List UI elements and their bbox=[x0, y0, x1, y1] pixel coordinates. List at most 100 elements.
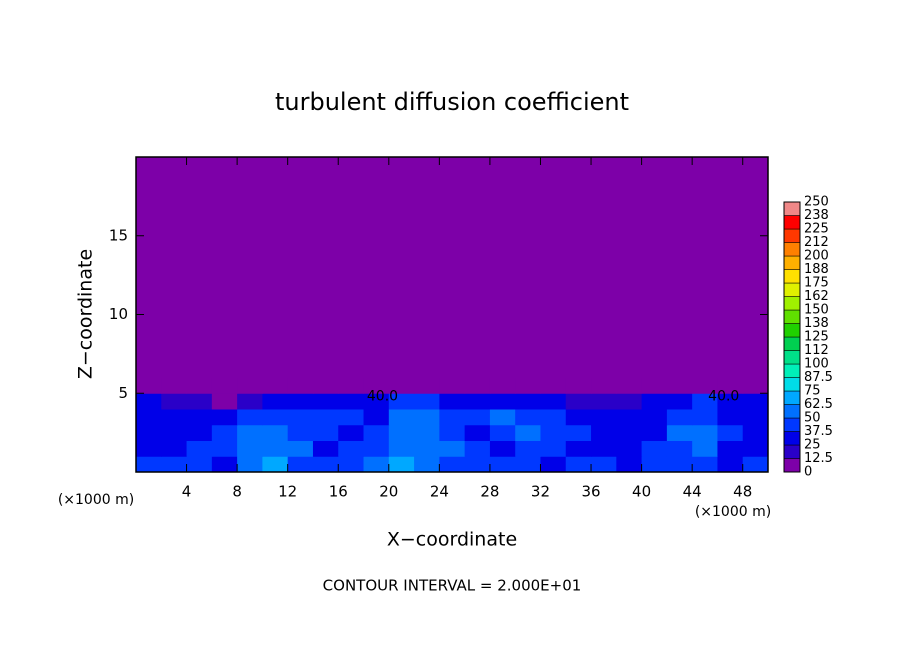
x-tick-label: 28 bbox=[480, 483, 499, 501]
colorbar-label: 250 bbox=[804, 195, 829, 210]
field-cell bbox=[515, 393, 541, 410]
field-cell bbox=[565, 393, 592, 410]
colorbar-band bbox=[783, 350, 801, 365]
field-cell bbox=[439, 440, 466, 457]
field-cell bbox=[211, 393, 238, 410]
field-cell bbox=[717, 456, 744, 473]
colorbar-label: 212 bbox=[804, 235, 829, 250]
y-axis-label: Z−coordinate bbox=[75, 249, 97, 379]
colorbar-label: 200 bbox=[804, 249, 829, 264]
x-tick-label: 40 bbox=[632, 483, 651, 501]
x-tick-label: 16 bbox=[329, 483, 348, 501]
field-cell bbox=[717, 393, 744, 410]
field-cell bbox=[489, 377, 516, 394]
x-tick-label: 24 bbox=[430, 483, 449, 501]
colorbar-label: 0 bbox=[804, 465, 812, 480]
field-cell bbox=[591, 440, 617, 457]
field-cell bbox=[641, 424, 668, 441]
colorbar-label: 188 bbox=[804, 262, 829, 277]
field-cell bbox=[692, 393, 718, 410]
field-cell bbox=[489, 409, 516, 426]
colorbar-band bbox=[783, 228, 801, 243]
field-cell bbox=[692, 456, 718, 473]
field-cell bbox=[312, 409, 339, 426]
field-cell bbox=[717, 409, 744, 426]
colorbar-band bbox=[783, 282, 801, 297]
field-cell bbox=[262, 409, 289, 426]
field-cell bbox=[439, 456, 466, 473]
field-cell bbox=[616, 424, 643, 441]
field-cell bbox=[338, 377, 365, 394]
field-cell bbox=[388, 456, 415, 473]
colorbar-band bbox=[783, 323, 801, 338]
field-cell bbox=[161, 393, 188, 410]
field-cell bbox=[565, 456, 592, 473]
colorbar-band bbox=[783, 390, 801, 405]
field-cell bbox=[439, 409, 466, 426]
x-axis-label: X−coordinate bbox=[387, 529, 517, 551]
field-cell bbox=[363, 393, 390, 410]
field-cell bbox=[515, 456, 541, 473]
field-cell bbox=[136, 440, 162, 457]
colorbar-label: 138 bbox=[804, 316, 829, 331]
field-cell bbox=[414, 456, 440, 473]
y-tick-label: 10 bbox=[109, 305, 128, 323]
field-cell bbox=[262, 424, 289, 441]
contour-label: 40.0 bbox=[367, 388, 398, 404]
field-cell bbox=[262, 440, 289, 457]
colorbar-label: 62.5 bbox=[804, 397, 833, 412]
field-cell bbox=[186, 393, 213, 410]
field-cell bbox=[515, 440, 541, 457]
field-cell bbox=[211, 409, 238, 426]
field-cell bbox=[565, 440, 592, 457]
field-cell bbox=[692, 440, 718, 457]
field-cell bbox=[692, 377, 718, 394]
field-cell bbox=[211, 440, 238, 457]
field-cell bbox=[540, 409, 567, 426]
field-cell bbox=[388, 409, 415, 426]
field-cell bbox=[186, 424, 213, 441]
field-cell bbox=[388, 377, 415, 394]
footer-note: CONTOUR INTERVAL = 2.000E+01 bbox=[323, 577, 582, 595]
field-cell bbox=[641, 440, 668, 457]
field-cell bbox=[464, 377, 491, 394]
field-cell bbox=[489, 424, 516, 441]
field-cell bbox=[388, 424, 415, 441]
field-cell bbox=[616, 409, 643, 426]
field-cell bbox=[211, 377, 238, 394]
field-cell bbox=[414, 377, 440, 394]
x-unit: (×1000 m) bbox=[58, 492, 134, 508]
contour-label: 40.0 bbox=[708, 388, 739, 404]
field-cell bbox=[489, 456, 516, 473]
field-cell bbox=[414, 424, 440, 441]
field-cell bbox=[717, 424, 744, 441]
field-cell bbox=[666, 377, 693, 394]
field-cell bbox=[641, 409, 668, 426]
field-cell bbox=[717, 377, 744, 394]
field-cell bbox=[262, 456, 289, 473]
x-tick-label: 36 bbox=[581, 483, 600, 501]
field-cell bbox=[591, 424, 617, 441]
field-cell bbox=[237, 440, 263, 457]
field-cell bbox=[591, 377, 617, 394]
x-tick-label: 12 bbox=[278, 483, 297, 501]
y-tick-label: 15 bbox=[109, 226, 128, 244]
field-cell bbox=[363, 440, 390, 457]
field-cell bbox=[338, 424, 365, 441]
field-cell bbox=[666, 409, 693, 426]
colorbar-band bbox=[783, 363, 801, 378]
field-cell bbox=[515, 409, 541, 426]
colorbar-label: 150 bbox=[804, 303, 829, 318]
field-cell bbox=[591, 456, 617, 473]
field-cell bbox=[338, 409, 365, 426]
field-cell bbox=[742, 377, 769, 394]
field-cell bbox=[565, 424, 592, 441]
field-cell bbox=[262, 377, 289, 394]
field-cell bbox=[439, 424, 466, 441]
colorbar-label: 225 bbox=[804, 222, 829, 237]
field-cell bbox=[666, 393, 693, 410]
field-cell bbox=[591, 409, 617, 426]
field-cell bbox=[414, 440, 440, 457]
colorbar-band bbox=[783, 444, 801, 459]
field-cell bbox=[742, 409, 769, 426]
